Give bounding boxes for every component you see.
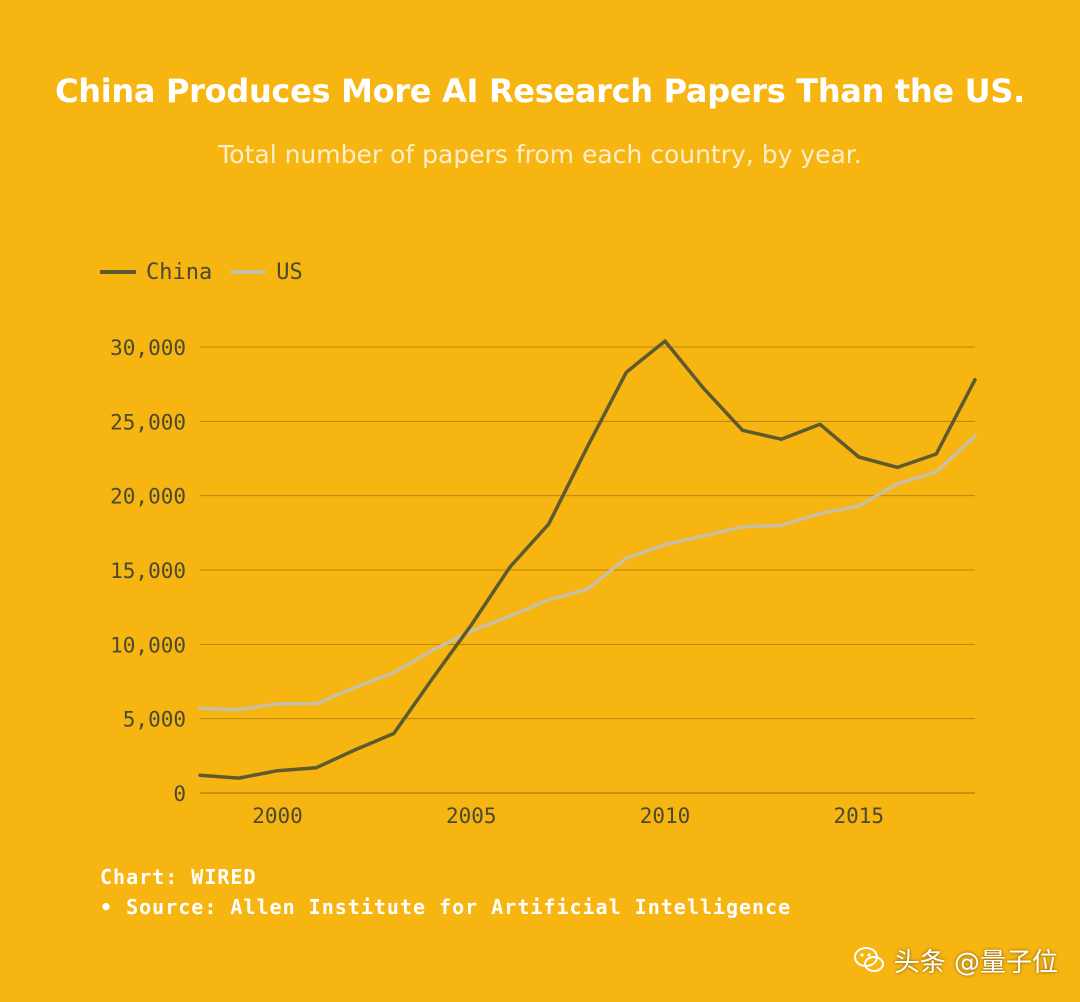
y-tick-label: 20,000 bbox=[110, 485, 186, 509]
chart-source: • Source: Allen Institute for Artificial… bbox=[100, 895, 792, 919]
chart-footer: Chart: WIRED • Source: Allen Institute f… bbox=[100, 862, 791, 922]
chart-title: China Produces More AI Research Papers T… bbox=[55, 72, 1025, 110]
x-tick-label: 2005 bbox=[446, 804, 497, 828]
watermark: 头条 @量子位 bbox=[852, 940, 1058, 980]
series-line-china bbox=[198, 339, 977, 780]
legend-item-china: China bbox=[100, 260, 212, 285]
legend-swatch-us bbox=[230, 270, 267, 274]
x-tick-label: 2000 bbox=[252, 804, 303, 828]
y-tick-label: 5,000 bbox=[123, 708, 186, 732]
watermark-text: 头条 @量子位 bbox=[893, 947, 1058, 978]
wechat-logo-icon bbox=[853, 947, 884, 972]
legend-label-us: US bbox=[276, 259, 303, 285]
y-tick-label: 30,000 bbox=[110, 336, 186, 360]
y-tick-label: 10,000 bbox=[110, 633, 186, 657]
y-tick-label: 0 bbox=[173, 782, 186, 806]
y-tick-label: 15,000 bbox=[110, 559, 186, 583]
x-tick-label: 2010 bbox=[640, 804, 691, 828]
y-tick-label: 25,000 bbox=[110, 410, 186, 434]
chart-credit: Chart: WIRED bbox=[100, 865, 257, 889]
legend-item-us: US bbox=[230, 260, 303, 285]
chart-legend: China US bbox=[100, 258, 321, 286]
legend-label-china: China bbox=[146, 259, 213, 285]
chart-subtitle: Total number of papers from each country… bbox=[218, 140, 862, 169]
x-tick-label: 2015 bbox=[833, 804, 884, 828]
series-line-us bbox=[198, 434, 977, 712]
legend-swatch-china bbox=[100, 270, 136, 274]
